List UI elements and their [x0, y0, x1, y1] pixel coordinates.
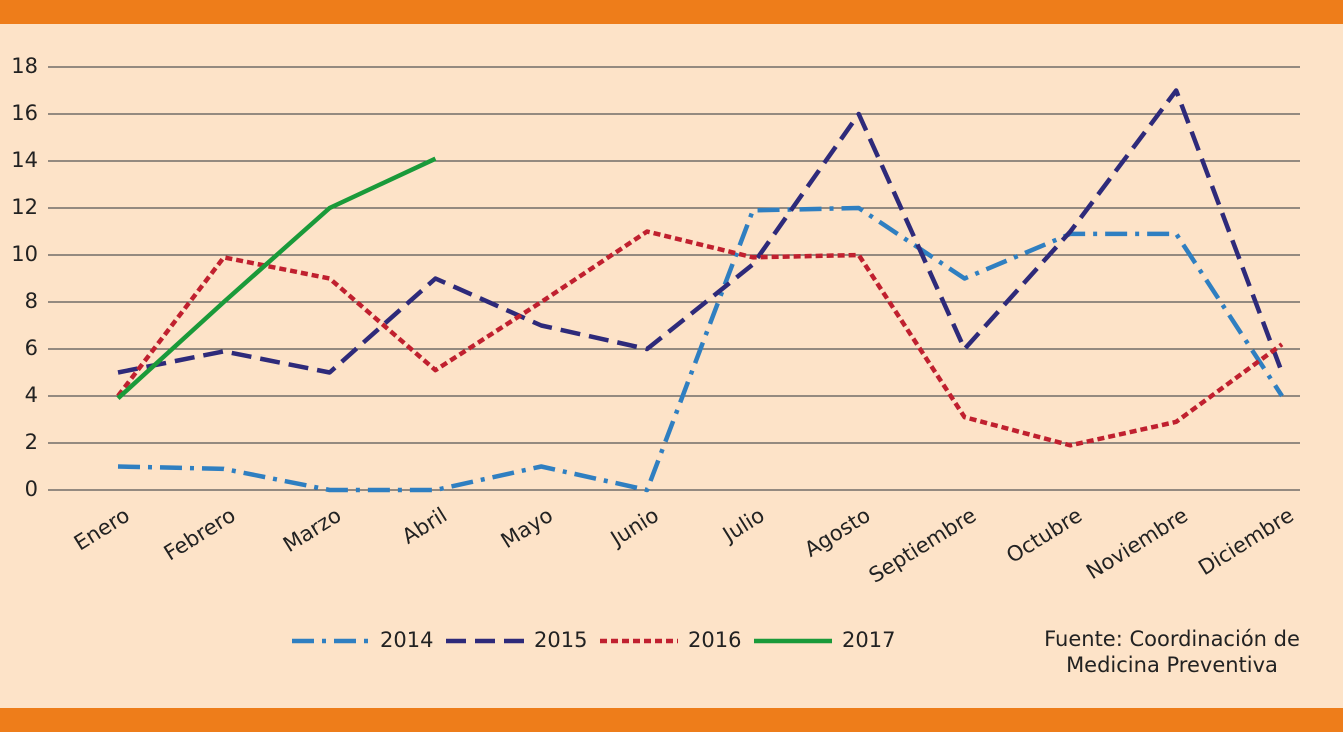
- x-tick-label: Octubre: [1002, 503, 1086, 568]
- x-tick-label: Diciembre: [1194, 503, 1298, 580]
- x-tick-label: Julio: [717, 503, 769, 548]
- x-tick-label: Mayo: [497, 503, 557, 553]
- legend-label: 2017: [842, 628, 895, 652]
- y-tick-label: 2: [25, 430, 38, 454]
- x-tick-label: Noviembre: [1082, 503, 1192, 584]
- y-tick-label: 18: [11, 54, 38, 78]
- y-tick-label: 0: [25, 477, 38, 501]
- source-note: Fuente: Coordinación de: [1044, 627, 1300, 651]
- y-tick-label: 10: [11, 242, 38, 266]
- x-tick-label: Junio: [605, 503, 663, 552]
- y-tick-label: 8: [25, 289, 38, 313]
- x-tick-label: Septiembre: [865, 503, 981, 588]
- source-note: Medicina Preventiva: [1066, 653, 1278, 677]
- bottom-band: [0, 708, 1343, 732]
- y-tick-label: 12: [11, 195, 38, 219]
- legend-label: 2015: [534, 628, 587, 652]
- y-tick-label: 16: [11, 101, 38, 125]
- series-line: [117, 205, 1284, 493]
- x-tick-label: Abril: [398, 503, 451, 549]
- series-line: [116, 156, 437, 401]
- y-tick-label: 14: [11, 148, 38, 172]
- series-line: [116, 229, 1284, 448]
- x-tick-label: Marzo: [279, 503, 346, 557]
- x-tick-label: Febrero: [160, 503, 240, 565]
- x-tick-label: Enero: [70, 503, 134, 555]
- y-tick-label: 6: [25, 336, 38, 360]
- series-line: [117, 88, 1285, 375]
- x-tick-label: Agosto: [800, 503, 874, 562]
- legend-label: 2016: [688, 628, 741, 652]
- legend-label: 2014: [380, 628, 433, 652]
- top-band: [0, 0, 1343, 24]
- y-tick-label: 4: [25, 383, 38, 407]
